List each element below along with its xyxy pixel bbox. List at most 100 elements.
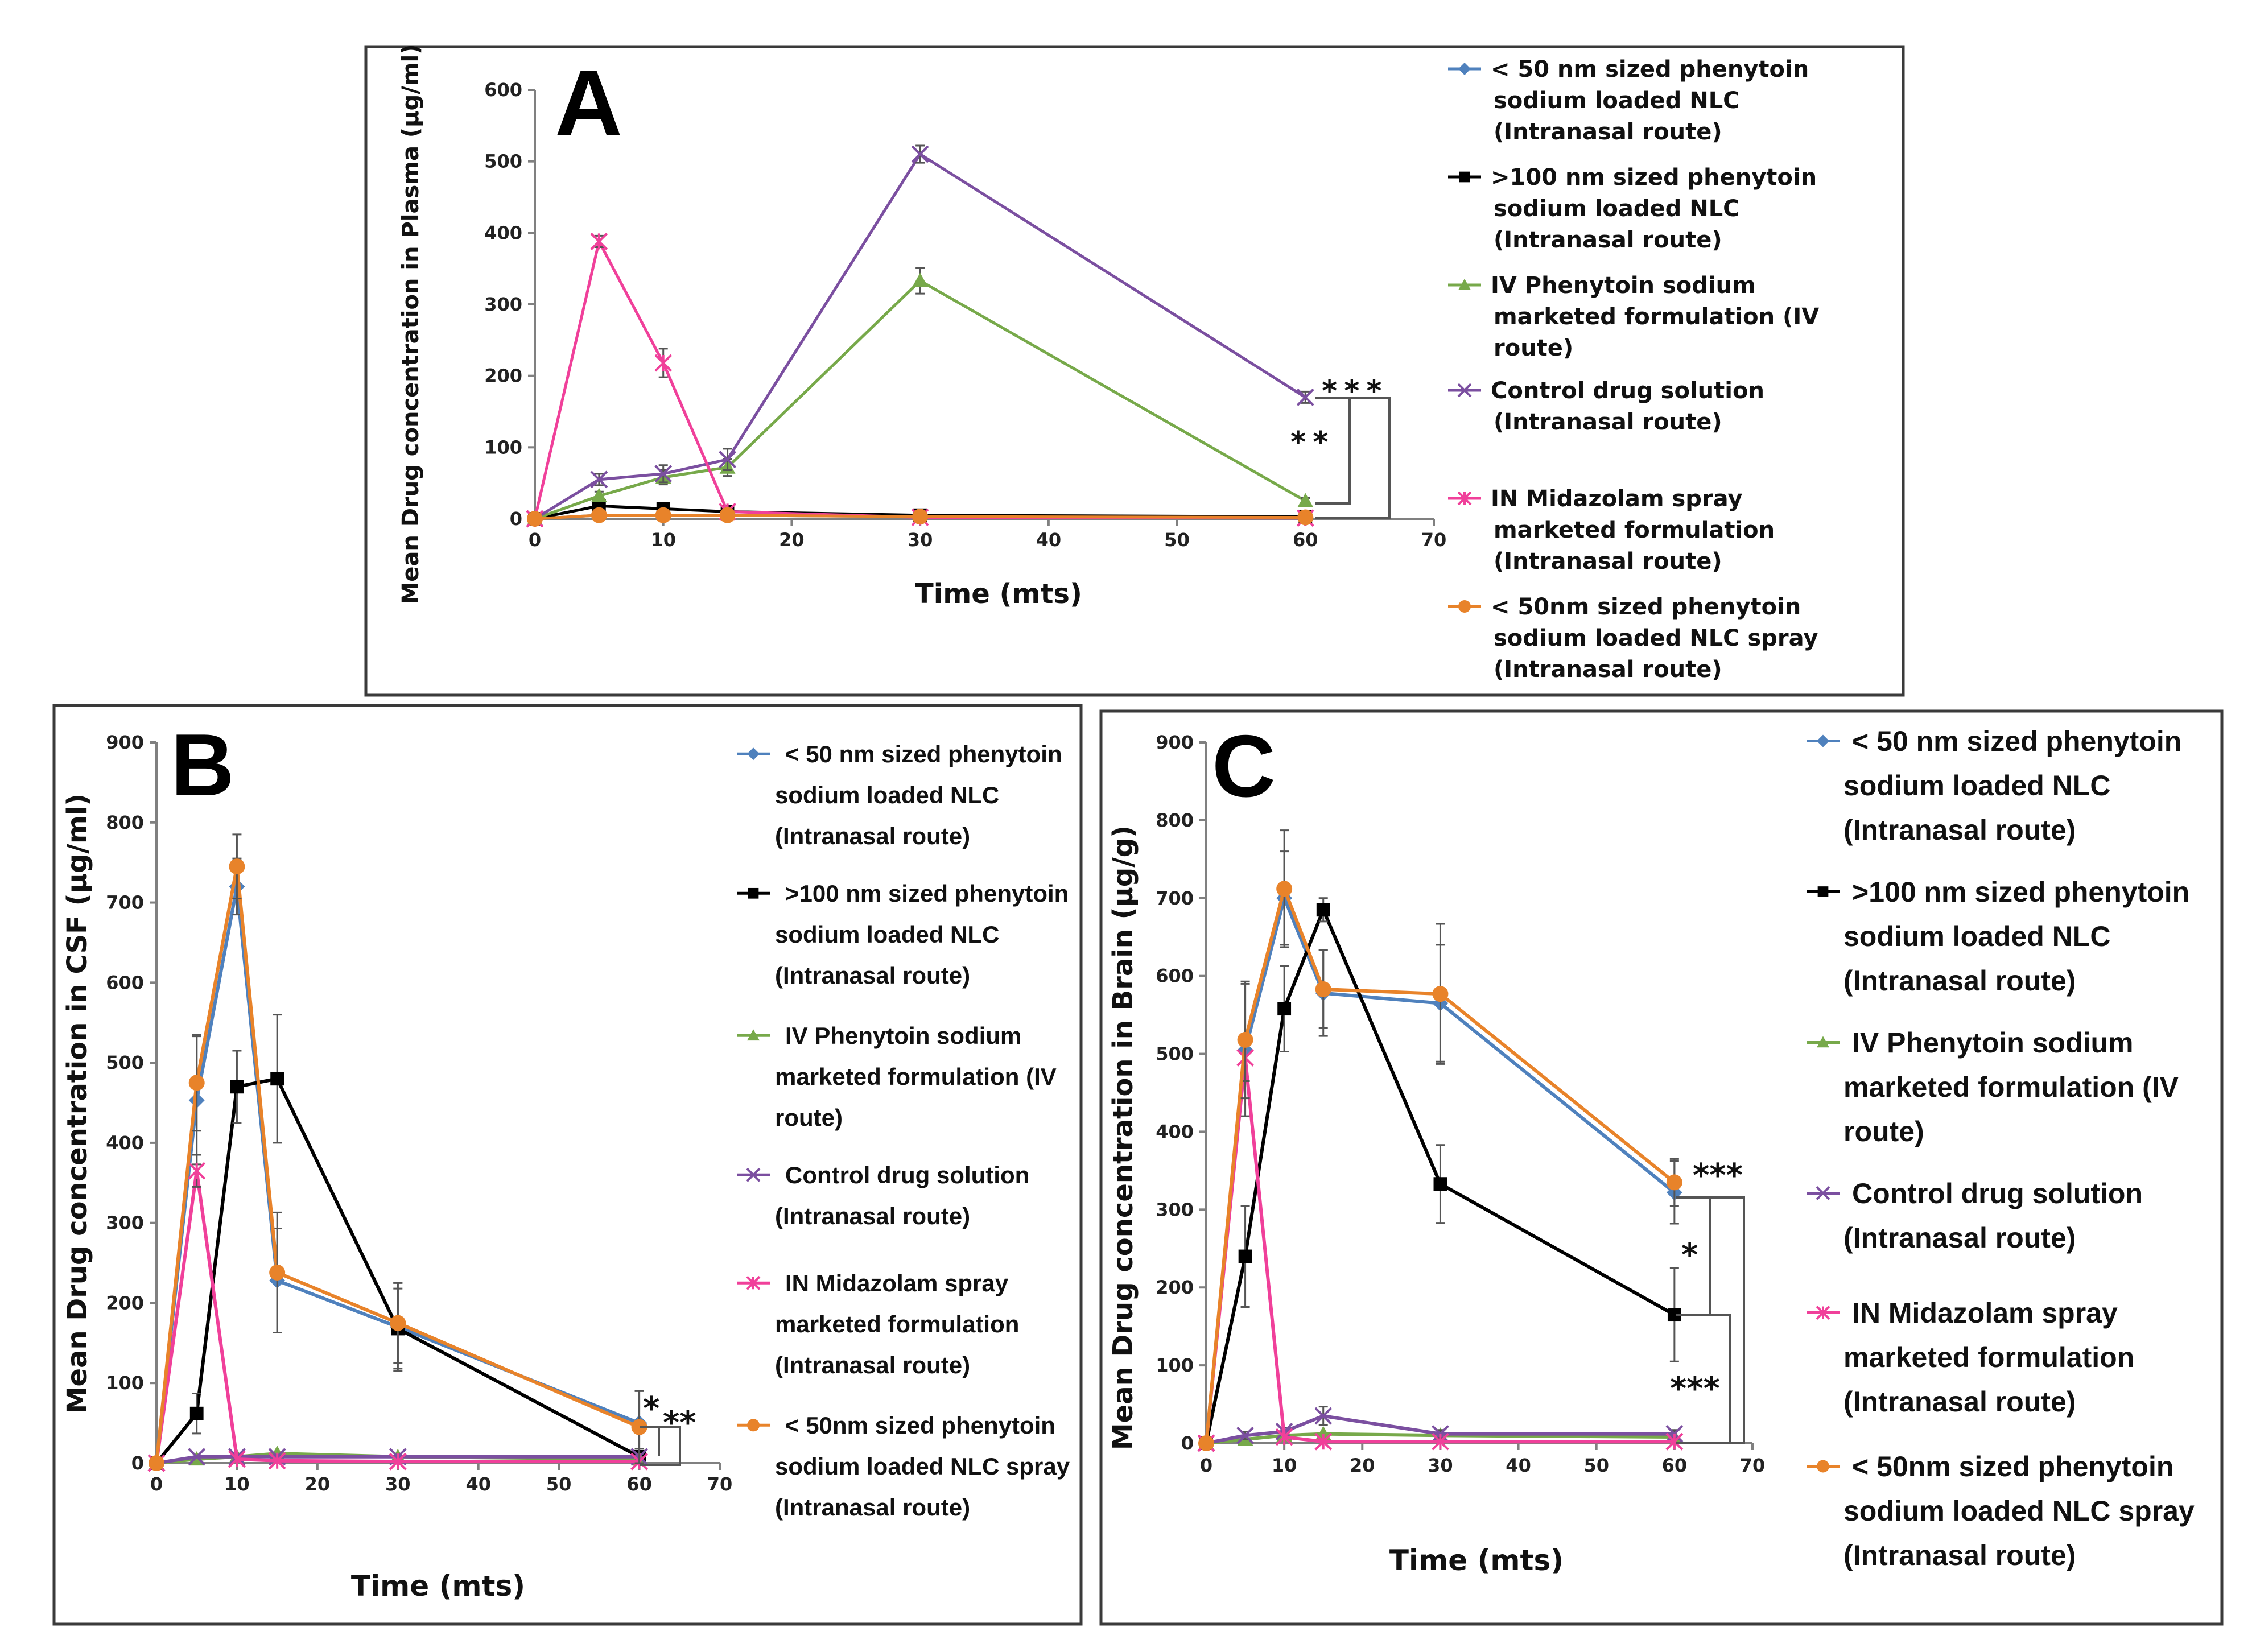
data-point-mid — [228, 1450, 246, 1468]
data-point-ctrl — [719, 451, 736, 469]
legend-label-line: < 50 nm sized phenytoin — [785, 741, 1062, 767]
panel-b-ylabel: Mean Drug concentration in CSF (µg/ml) — [61, 794, 93, 1414]
legend-label-line: (Intranasal route) — [775, 1352, 970, 1378]
x-tick-label: 0 — [529, 529, 541, 551]
legend-key-marker — [1457, 491, 1472, 506]
legend-item-iv: IV Phenytoin sodium marketed formulation … — [1807, 1027, 2179, 1147]
series-line-spray — [155, 865, 640, 1464]
x-tick-label: 40 — [1506, 1455, 1531, 1476]
data-point-spray — [1432, 986, 1449, 1002]
data-point-spray — [1666, 1174, 1682, 1191]
legend-label-line: (Intranasal route) — [1494, 119, 1722, 145]
y-tick-label: 400 — [1156, 1121, 1194, 1142]
data-point-spray — [1198, 1435, 1214, 1451]
y-tick-label: 500 — [484, 151, 522, 172]
legend-item-s50: < 50 nm sized phenytoin sodium loaded NLC… — [737, 741, 1062, 849]
x-tick-label: 20 — [779, 529, 805, 551]
legend-label-line: marketed formulation — [775, 1311, 1019, 1337]
data-point-ctrl — [911, 145, 929, 163]
panel-a-legend: < 50 nm sized phenytoin sodium loaded NLC… — [1448, 56, 1819, 683]
legend-label-line: Control drug solution — [1491, 378, 1764, 404]
y-tick-label: 200 — [106, 1292, 144, 1314]
data-point-spray — [390, 1315, 406, 1331]
legend-key-marker — [1817, 734, 1829, 747]
y-tick-label: 0 — [510, 508, 522, 530]
legend-item-iv: IV Phenytoin sodium marketed formulation … — [737, 1022, 1057, 1131]
legend-key-marker — [1817, 1036, 1829, 1048]
series-line-mid — [155, 1169, 640, 1464]
data-point-spray — [719, 507, 736, 523]
legend-label-line: sodium loaded NLC — [1843, 770, 2110, 802]
x-tick-label: 50 — [1583, 1455, 1609, 1476]
data-point-iv — [1297, 493, 1314, 507]
y-tick-label: 800 — [1156, 810, 1194, 831]
panel-a-sig-label-2: ** — [1290, 426, 1335, 460]
legend-key-marker — [747, 747, 760, 761]
legend-label-line: (Intranasal route) — [1843, 965, 2076, 997]
panel-b-letter: B — [171, 716, 234, 814]
y-tick-label: 600 — [106, 972, 144, 993]
y-tick-label: 0 — [131, 1452, 144, 1474]
legend-label-line: (Intranasal route) — [1494, 227, 1722, 253]
y-tick-label: 100 — [484, 436, 522, 458]
legend-label-line: >100 nm sized phenytoin — [1852, 876, 2189, 908]
legend-label-line: IV Phenytoin sodium — [1491, 272, 1756, 299]
legend-item-ctrl: Control drug solution (Intranasal route) — [1448, 378, 1764, 435]
legend-label-line: sodium loaded NLC — [775, 921, 999, 948]
x-tick-label: 40 — [1036, 529, 1062, 551]
legend-item-mid: IN Midazolam spray marketed formulation (I… — [737, 1270, 1019, 1378]
panel-c-sig-label-1: *** — [1693, 1157, 1743, 1194]
panel-b-sig-label-1: * — [643, 1390, 659, 1427]
legend-item-s100: >100 nm sized phenytoin sodium loaded NLC… — [737, 880, 1069, 989]
legend-key-marker — [1458, 600, 1471, 613]
data-point-s100 — [1316, 903, 1330, 917]
data-point-ctrl — [188, 1448, 206, 1466]
legend-label-line: marketed formulation (IV — [775, 1063, 1057, 1090]
data-point-iv — [591, 488, 607, 502]
series-line-iv — [1206, 1432, 1675, 1445]
panel-c-letter: C — [1212, 717, 1276, 815]
legend-item-ctrl: Control drug solution (Intranasal route) — [737, 1162, 1029, 1229]
legend-label-line: < 50nm sized phenytoin — [1491, 594, 1801, 620]
y-tick-label: 300 — [484, 294, 522, 315]
data-point-spray — [149, 1455, 164, 1471]
legend-key-marker — [1816, 1306, 1830, 1320]
legend-label-line: (Intranasal route) — [1843, 1222, 2076, 1254]
legend-label-line: sodium loaded NLC — [1494, 196, 1740, 222]
legend-key-marker — [748, 887, 759, 899]
data-point-s100 — [1277, 1002, 1292, 1016]
panel-a-bracket-outer — [1315, 397, 1391, 519]
series-line-spray — [1205, 887, 1676, 1444]
panel-a-frame — [364, 45, 1905, 697]
series-line-spray — [534, 514, 1306, 521]
panel-c-ylabel: Mean Drug concentration in Brain (µg/g) — [1107, 825, 1139, 1450]
legend-label-line: (Intranasal route) — [1843, 1539, 2076, 1571]
panel-b-sig-label-2: ** — [663, 1405, 696, 1442]
x-tick-label: 50 — [1164, 529, 1190, 551]
legend-item-s100: >100 nm sized phenytoin sodium loaded NLC… — [1448, 164, 1817, 253]
legend-label-line: route) — [1494, 335, 1573, 361]
legend-label-line: route) — [1843, 1116, 1924, 1147]
legend-item-spray: < 50nm sized phenytoin sodium loaded NLC … — [1807, 1451, 2195, 1571]
y-tick-label: 300 — [106, 1212, 144, 1234]
legend-label-line: (Intranasal route) — [775, 1494, 970, 1521]
legend-label-line: sodium loaded NLC spray — [775, 1453, 1070, 1480]
panel-c-sig-label-3: *** — [1670, 1370, 1720, 1407]
y-tick-label: 500 — [106, 1052, 144, 1073]
y-tick-label: 100 — [106, 1372, 144, 1394]
series-line-ctrl — [1206, 1414, 1675, 1445]
panel-c-bracket-mid — [1676, 1196, 1711, 1316]
data-point-s100 — [189, 1406, 204, 1420]
legend-item-mid: IN Midazolam spray marketed formulation (I… — [1807, 1297, 2134, 1418]
legend-label-line: (Intranasal route) — [1494, 656, 1722, 683]
x-tick-label: 20 — [1350, 1455, 1375, 1476]
series-spray — [527, 507, 1314, 527]
legend-label-line: marketed formulation — [1494, 517, 1775, 543]
legend-item-s100: >100 nm sized phenytoin sodium loaded NLC… — [1807, 876, 2189, 997]
legend-label-line: marketed formulation (IV — [1494, 304, 1819, 330]
data-point-mid — [590, 232, 608, 250]
series-spray — [1198, 829, 1682, 1451]
panel-a-plot: 0 10 20 30 40 50 60 70 0 100 200 300 400 500 600 — [484, 79, 1446, 551]
panel-a-bracket-inner — [1315, 398, 1351, 505]
x-tick-label: 30 — [908, 529, 933, 551]
